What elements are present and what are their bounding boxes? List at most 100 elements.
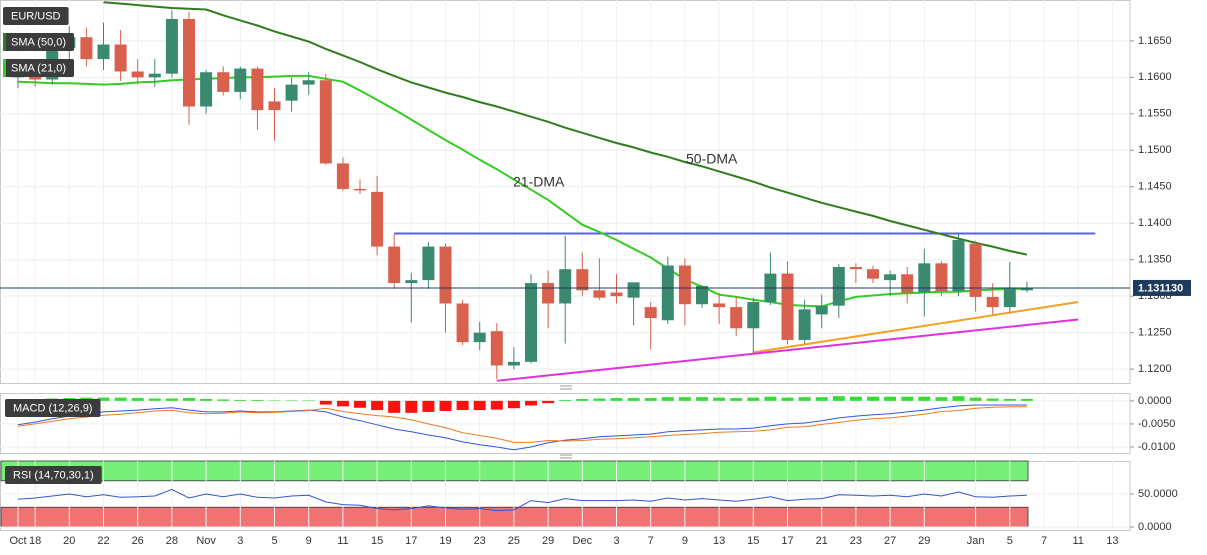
- candle-body: [798, 309, 811, 340]
- candle-body: [986, 296, 999, 308]
- macd-histogram-bar: [798, 397, 811, 401]
- trend-line: [496, 318, 1079, 382]
- x-tick-label: 17: [405, 535, 417, 547]
- macd-histogram-bar: [627, 398, 640, 401]
- macd-line: [17, 404, 1027, 451]
- macd-histogram-bar: [525, 400, 537, 406]
- y-tick-label: -0.0050: [1138, 418, 1175, 430]
- y-tick-label: 1.1250: [1138, 327, 1172, 339]
- candle-body: [918, 263, 931, 293]
- x-tick-label: 15: [371, 535, 383, 547]
- candle-body: [473, 332, 486, 343]
- legend-box: [3, 59, 75, 77]
- x-tick-label: 9: [682, 535, 688, 547]
- macd-histogram-bar: [576, 399, 589, 401]
- legend-box: [5, 466, 102, 484]
- candle-body: [456, 303, 469, 343]
- candle-body: [336, 163, 349, 189]
- x-tick-label: 29: [542, 535, 554, 547]
- candle-body: [354, 188, 366, 191]
- candle-body: [696, 285, 708, 305]
- candle-body: [490, 331, 503, 366]
- macd-histogram-bar: [217, 399, 230, 401]
- macd-histogram-bar: [832, 396, 845, 401]
- macd-histogram-bar: [867, 396, 879, 401]
- macd-histogram-bar: [696, 397, 708, 401]
- x-tick-label: 18: [29, 535, 41, 547]
- rsi-line: [17, 488, 1027, 512]
- macd-histogram-bar: [200, 399, 213, 401]
- candle-body: [884, 274, 897, 281]
- legend-entry: RSI (14,70,30,1): [5, 466, 102, 484]
- macd-histogram-bar: [354, 400, 366, 408]
- candle-body: [713, 303, 726, 308]
- macd-histogram-bar: [764, 396, 777, 401]
- macd-histogram-bar: [507, 400, 520, 409]
- macd-histogram-bar: [781, 397, 794, 401]
- y-tick-label: 0.0000: [1138, 521, 1172, 533]
- x-tick-label: 15: [747, 535, 759, 547]
- x-tick-label: 19: [439, 535, 451, 547]
- candle-body: [165, 18, 178, 74]
- y-tick-label: 1.1600: [1138, 71, 1172, 83]
- last-price-box: [1133, 279, 1191, 296]
- candle-body: [80, 37, 93, 60]
- macd-histogram-bar: [1003, 399, 1016, 401]
- macd-histogram-bar: [644, 398, 657, 401]
- x-tick-label: 11: [337, 535, 348, 547]
- candle-body: [815, 305, 828, 315]
- legend-entry: SMA (21,0): [3, 59, 75, 77]
- candle-body: [1020, 288, 1033, 291]
- trend-line: [753, 301, 1079, 354]
- legend-entry: SMA (50,0): [3, 33, 75, 51]
- panel-frame: [0, 0, 1131, 384]
- x-tick-label: 7: [648, 535, 654, 547]
- candle-body: [405, 280, 418, 284]
- macd-histogram-bar: [730, 398, 743, 401]
- candle-body: [507, 361, 520, 366]
- candle-body: [285, 84, 298, 101]
- candle-body: [678, 265, 691, 305]
- macd-histogram-bar: [678, 397, 691, 401]
- candle-body: [867, 269, 879, 279]
- macd-histogram-bar: [183, 398, 195, 401]
- macd-histogram-bar: [456, 400, 469, 411]
- candle-body: [234, 68, 247, 92]
- candle-body: [268, 101, 281, 111]
- y-tick-label: 0.0000: [1138, 395, 1172, 407]
- candle-body: [371, 191, 384, 247]
- legend-box: [3, 33, 75, 51]
- macd-histogram-bar: [319, 400, 332, 405]
- macd-histogram-bar: [473, 400, 486, 411]
- annotation: 50-DMA: [686, 151, 738, 167]
- y-tick-label: 1.1500: [1138, 144, 1172, 156]
- candle-body: [131, 71, 144, 78]
- y-tick-label: 1.1350: [1138, 254, 1172, 266]
- x-tick-label: 28: [166, 535, 178, 547]
- macd-histogram-bar: [969, 397, 982, 401]
- candle-body: [319, 80, 332, 164]
- x-tick-label: 17: [781, 535, 793, 547]
- macd-histogram-bar: [165, 398, 178, 401]
- x-tick-label: Oct: [9, 535, 26, 547]
- candle-body: [901, 274, 914, 293]
- candle-body: [422, 246, 435, 281]
- macd-histogram-bar: [97, 397, 110, 401]
- candle-body: [952, 240, 965, 292]
- macd-histogram-bar: [234, 399, 247, 401]
- x-tick-label: Dec: [573, 535, 593, 547]
- candle-body: [747, 302, 760, 329]
- candle-body: [97, 44, 110, 60]
- legend-label: SMA (50,0): [11, 36, 66, 48]
- macd-histogram-bar: [747, 397, 760, 401]
- macd-histogram-bar: [131, 398, 144, 401]
- candle-body: [183, 18, 195, 107]
- x-tick-label: 22: [97, 535, 109, 547]
- macd-histogram-bar: [849, 396, 862, 401]
- candle-body: [627, 282, 640, 298]
- last-price-label: 1.131130: [1138, 282, 1183, 294]
- x-tick-label: 29: [918, 535, 930, 547]
- x-tick-label: 13: [713, 535, 725, 547]
